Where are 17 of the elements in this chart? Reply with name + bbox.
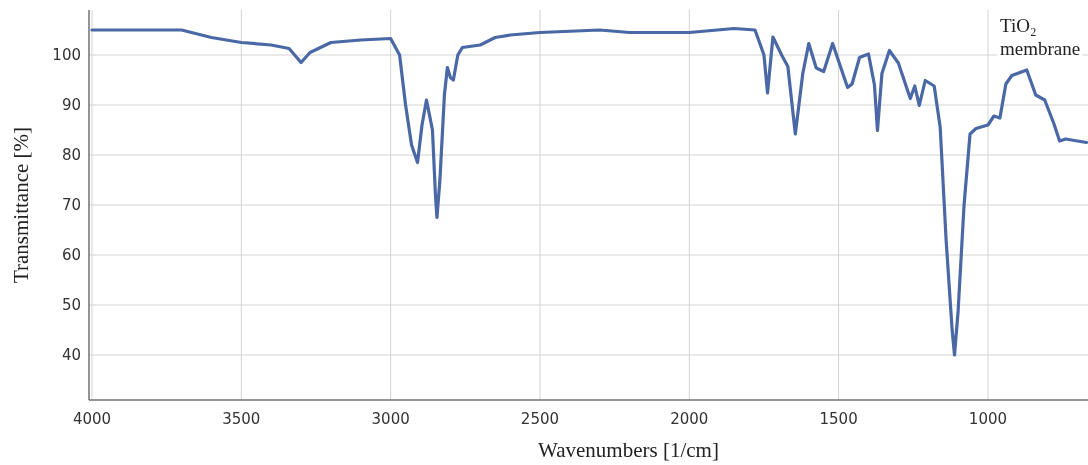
y-axis-title: Transmittance [%] [9, 126, 33, 284]
x-tick-label: 3000 [371, 410, 410, 428]
x-axis-title: Wavenumbers [1/cm] [538, 438, 719, 462]
x-tick-label: 2000 [670, 410, 709, 428]
y-tick-label: 60 [61, 246, 81, 264]
y-tick-label: 40 [61, 346, 81, 364]
x-tick-label: 1500 [819, 410, 858, 428]
y-tick-label: 100 [52, 46, 81, 64]
y-tick-label: 90 [61, 96, 81, 114]
x-tick-label: 4000 [72, 410, 112, 428]
y-tick-label: 80 [61, 146, 81, 164]
x-tick-label: 1000 [968, 410, 1008, 428]
y-tick-label: 70 [61, 196, 81, 214]
x-tick-label: 2500 [520, 410, 560, 428]
y-tick-label: 50 [61, 296, 81, 314]
annotation: TiO₂ membrane [1000, 15, 1081, 59]
x-tick-label: 3500 [222, 410, 261, 428]
